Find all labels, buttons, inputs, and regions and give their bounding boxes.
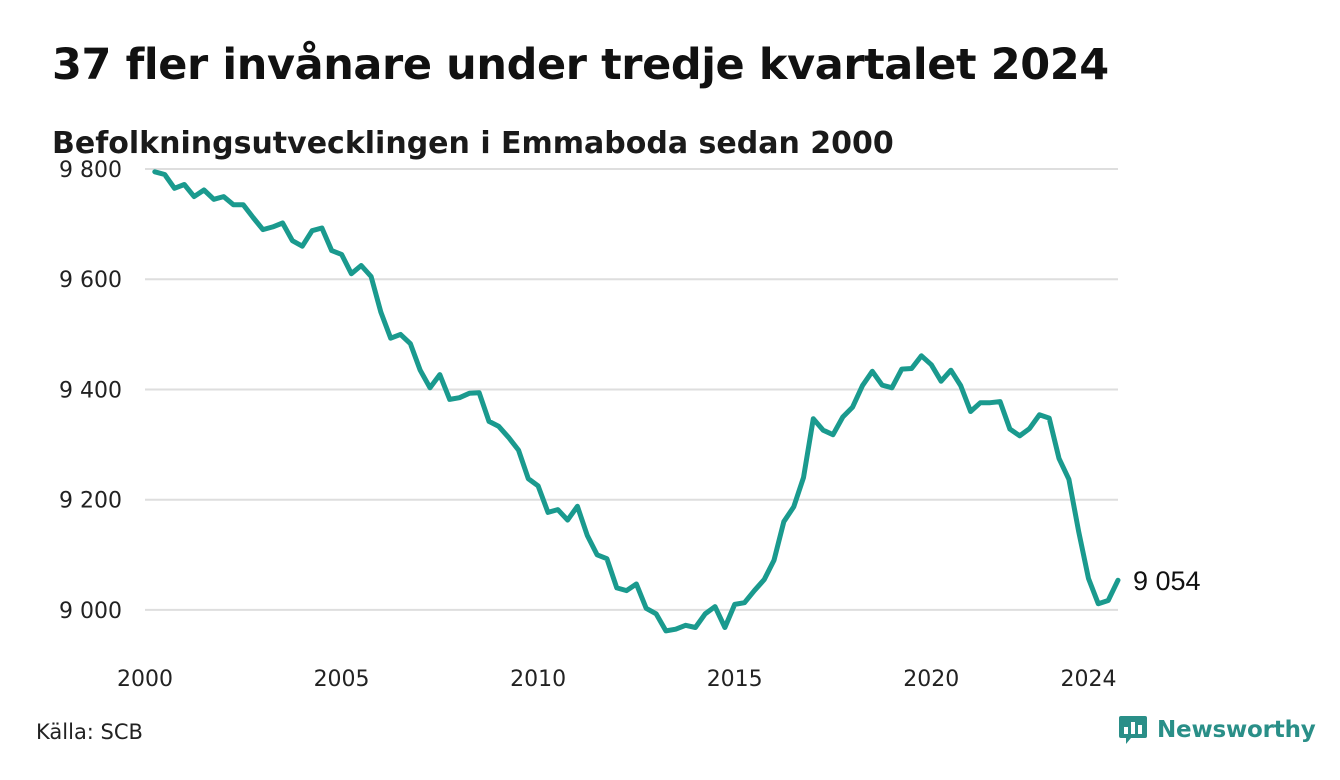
y-tick-label: 9 000 (59, 599, 122, 624)
source-note: Källa: SCB (36, 720, 143, 744)
brand-logo[interactable]: Newsworthy (1118, 714, 1316, 746)
chart-title: 37 fler invånare under tredje kvartalet … (52, 40, 1109, 90)
x-tick-label: 2020 (903, 667, 959, 692)
y-tick-label: 9 400 (59, 378, 122, 403)
end-value-label: 9 054 (1133, 566, 1201, 596)
chart-bubble-icon (1119, 716, 1147, 744)
x-tick-label: 2000 (117, 667, 173, 692)
y-tick-label: 9 200 (59, 489, 122, 514)
x-axis-ticks: 2000 2005 2010 2015 2020 2024 (117, 667, 1117, 692)
x-tick-label: 2024 (1061, 667, 1117, 692)
brand-name: Newsworthy (1157, 717, 1316, 743)
chart-subtitle: Befolkningsutvecklingen i Emmaboda sedan… (52, 126, 894, 161)
x-tick-label: 2010 (510, 667, 566, 692)
x-tick-label: 2015 (707, 667, 763, 692)
y-tick-label: 9 600 (59, 268, 122, 293)
x-tick-label: 2005 (314, 667, 370, 692)
grid-lines (145, 168, 1118, 611)
y-tick-label: 9 800 (59, 158, 122, 183)
population-line (152, 169, 1121, 634)
y-axis-ticks: 9 000 9 200 9 400 9 600 9 800 (59, 158, 122, 624)
